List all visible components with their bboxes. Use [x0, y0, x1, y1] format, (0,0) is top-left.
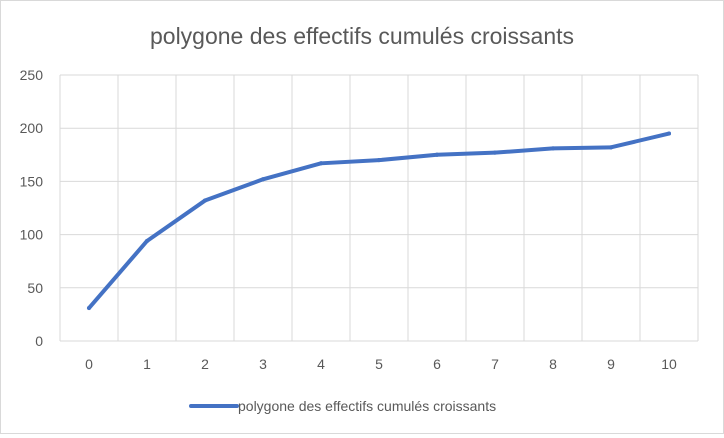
series-line-segment: [435, 150, 497, 157]
x-tick-label: 7: [491, 356, 499, 372]
x-axis-tick-labels: 0 1 2 3 4 5 6 7 8 9 10: [85, 356, 677, 372]
data-point: [609, 145, 613, 150]
chart-title: polygone des effectifs cumulés croissant…: [150, 23, 574, 49]
x-tick-label: 0: [85, 356, 93, 372]
series-line-segment: [87, 238, 149, 311]
x-tick-label: 3: [259, 356, 267, 372]
series-line-segment: [609, 131, 671, 150]
data-point: [261, 177, 265, 182]
data-point: [667, 131, 671, 136]
series-line-segment: [319, 158, 381, 166]
data-point: [203, 198, 207, 203]
series-line-segment: [261, 161, 323, 182]
data-point: [435, 152, 439, 157]
data-point: [493, 150, 497, 155]
data-point: [551, 146, 555, 151]
x-tick-label: 8: [549, 356, 557, 372]
y-tick-label: 0: [35, 333, 43, 349]
x-tick-label: 10: [661, 356, 677, 372]
data-point: [319, 161, 323, 166]
x-tick-label: 1: [143, 356, 151, 372]
data-point: [87, 306, 91, 311]
y-tick-label: 200: [20, 120, 44, 136]
x-tick-label: 5: [375, 356, 383, 372]
data-point: [377, 158, 381, 163]
x-tick-label: 4: [317, 356, 325, 372]
y-tick-label: 250: [20, 67, 44, 83]
y-tick-label: 150: [20, 173, 44, 189]
x-tick-label: 2: [201, 356, 209, 372]
data-point: [145, 238, 149, 243]
series-line-segment: [551, 145, 613, 151]
x-tick-label: 6: [433, 356, 441, 372]
legend-label: polygone des effectifs cumulés croissant…: [238, 398, 496, 414]
series-line-segment: [145, 198, 207, 243]
series-line-segment: [377, 152, 439, 163]
series-line-segment: [493, 146, 555, 155]
y-tick-label: 100: [20, 227, 44, 243]
y-axis-tick-labels: 0 50 100 150 200 250: [20, 67, 44, 349]
y-tick-label: 50: [27, 280, 43, 296]
grid-lines: [59, 74, 699, 342]
legend: polygone des effectifs cumulés croissant…: [189, 398, 496, 414]
x-tick-label: 9: [607, 356, 615, 372]
series-line-segment: [203, 177, 265, 203]
series-lines: [87, 131, 671, 311]
